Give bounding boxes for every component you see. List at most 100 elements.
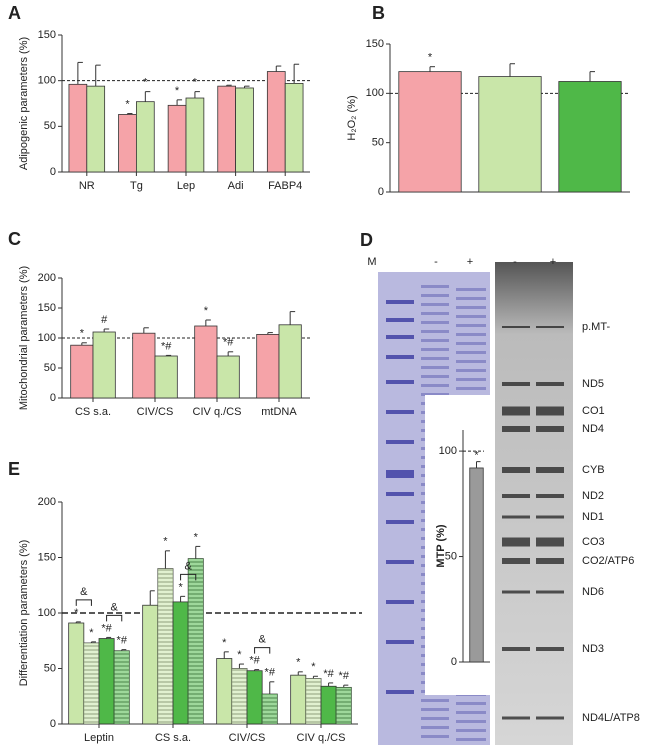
gel-band: [386, 380, 414, 384]
gel-band: [502, 494, 530, 498]
lane-label: M: [367, 256, 376, 268]
bar: [86, 85, 106, 173]
bar: [68, 622, 85, 725]
y-axis-label: MTP (%): [435, 524, 447, 568]
gel-band: [456, 729, 486, 732]
gel-band: [386, 440, 414, 444]
y-tick-label: 150: [38, 551, 56, 563]
x-tick-label: CIV/CS: [137, 406, 174, 418]
gel-band: [536, 382, 564, 386]
gel-band: [386, 640, 414, 644]
gel-band: [386, 600, 414, 604]
y-tick-label: 100: [38, 75, 56, 87]
gel-band: [536, 515, 564, 519]
y-tick-label: 150: [38, 302, 56, 314]
bar: [132, 332, 156, 399]
bar: [478, 76, 542, 193]
x-tick-label: NR: [79, 180, 95, 192]
gel-band: [456, 720, 486, 723]
significance-mark: *#: [101, 622, 112, 634]
bar: [92, 331, 116, 399]
comparison-label: &: [184, 560, 192, 572]
significance-mark: *: [474, 450, 479, 462]
bar: [154, 355, 178, 399]
bar: [290, 674, 307, 725]
bar: [216, 355, 240, 399]
gel-band: [536, 716, 564, 720]
y-tick-label: 100: [38, 332, 56, 344]
gel-band: [386, 355, 414, 359]
bar: [185, 97, 205, 173]
gel-band: [456, 360, 486, 363]
x-tick-label: Lep: [177, 180, 195, 192]
bar: [284, 83, 304, 173]
significance-mark: *: [193, 77, 198, 89]
y-tick-label: 0: [50, 718, 56, 730]
panel-label: C: [8, 229, 21, 249]
comparison-bracket: [180, 573, 197, 581]
band-label: CO2/ATP6: [582, 555, 634, 567]
bar: [320, 685, 337, 725]
gel-band: [421, 366, 449, 369]
y-axis-label: Differentiation parameters (%): [18, 540, 30, 687]
band-label: ND5: [582, 378, 604, 390]
band-label: ND4L/ATP8: [582, 712, 640, 724]
gel-band: [421, 303, 449, 306]
significance-mark: *#: [339, 670, 350, 682]
gel-band: [421, 285, 449, 288]
band-label: CYB: [582, 464, 605, 476]
bar: [398, 71, 462, 193]
gel-band: [456, 351, 486, 354]
gel-band: [456, 315, 486, 318]
y-tick-label: 50: [445, 550, 457, 562]
gel-band: [421, 699, 449, 702]
gel-band: [456, 288, 486, 291]
gel-band: [456, 333, 486, 336]
x-tick-label: FABP4: [268, 180, 302, 192]
bar: [246, 670, 263, 725]
gel-band: [502, 382, 530, 386]
bar: [558, 81, 622, 193]
y-tick-label: 50: [44, 120, 56, 132]
y-tick-label: 0: [50, 392, 56, 404]
bar-tint: [336, 687, 352, 724]
x-tick-label: Leptin: [84, 732, 114, 744]
gel-band: [456, 378, 486, 381]
lane-label: +: [550, 256, 556, 268]
significance-mark: *: [89, 627, 94, 639]
gel-band: [421, 339, 449, 342]
gel-band: [456, 297, 486, 300]
gel-band: [421, 321, 449, 324]
y-tick-label: 0: [451, 656, 457, 668]
significance-mark: *: [296, 657, 301, 669]
bar: [216, 658, 233, 725]
significance-mark: *: [74, 607, 79, 619]
x-tick-label: CIV q./CS: [297, 732, 346, 744]
x-tick-label: CIV q./CS: [193, 406, 242, 418]
significance-mark: #: [101, 314, 108, 326]
bar-tint: [83, 642, 99, 724]
gel-band: [421, 384, 449, 387]
gel-band: [386, 335, 414, 339]
band-label: CO3: [582, 536, 605, 548]
gel-band: [456, 306, 486, 309]
gel-band: [536, 494, 564, 498]
bar-tint: [262, 694, 278, 724]
significance-mark: *: [178, 581, 183, 593]
bar: [135, 101, 155, 173]
gel-band: [421, 726, 449, 729]
bar: [469, 467, 484, 663]
bar: [278, 324, 302, 399]
gel-band: [536, 326, 564, 328]
gel-band: [502, 537, 530, 547]
gel-band: [502, 716, 530, 720]
gel-band: [456, 324, 486, 327]
bar-tint: [188, 558, 204, 724]
comparison-label: &: [110, 601, 118, 613]
y-tick-label: 100: [439, 445, 457, 457]
gel-band: [536, 558, 564, 564]
bar: [70, 344, 94, 399]
y-axis-label: Mitochondrial parameters (%): [18, 266, 30, 410]
